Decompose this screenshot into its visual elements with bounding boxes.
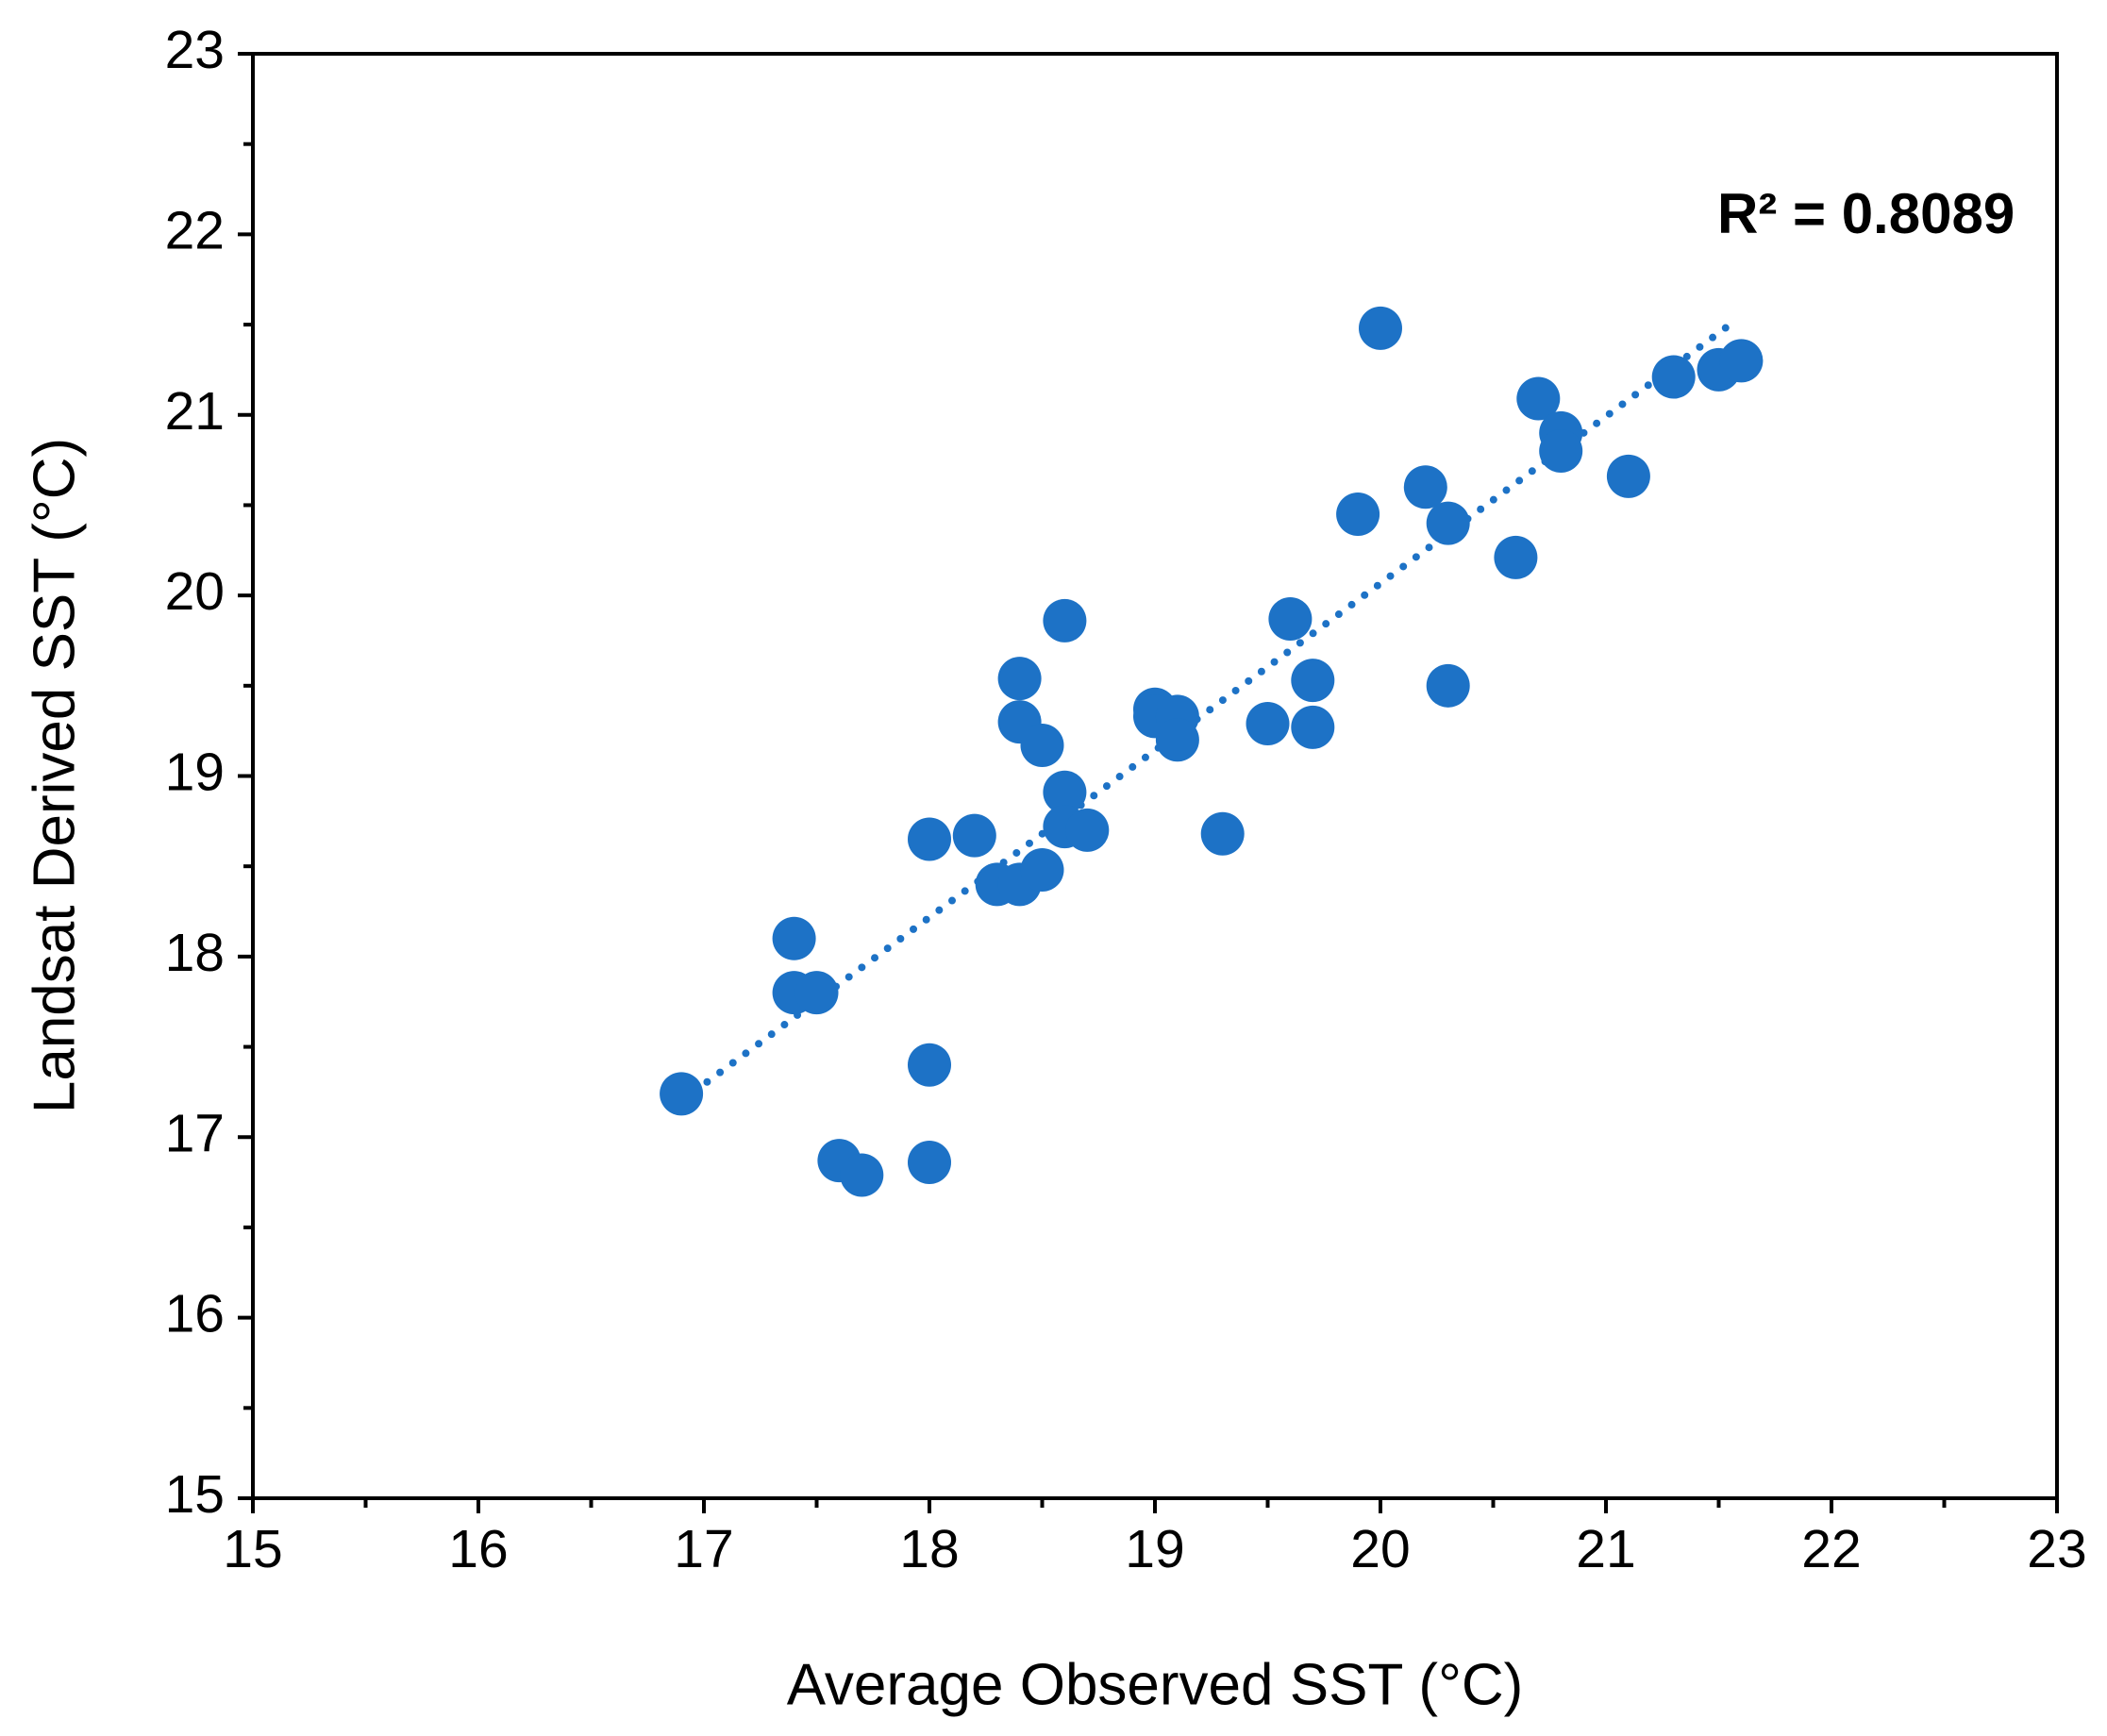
x-tick-label: 18	[899, 1519, 959, 1579]
data-point	[1336, 492, 1380, 537]
data-point	[908, 1043, 951, 1087]
data-point	[1516, 376, 1561, 421]
data-point	[908, 1141, 951, 1185]
y-tick-label: 21	[165, 381, 225, 442]
data-point	[1426, 501, 1470, 545]
data-point	[1426, 663, 1470, 708]
data-point	[840, 1153, 884, 1197]
data-point	[1065, 808, 1110, 852]
data-point	[772, 916, 816, 960]
data-point	[1359, 306, 1402, 350]
y-tick-label: 17	[165, 1103, 225, 1163]
r-squared-annotation: R² = 0.8089	[1717, 182, 2015, 245]
x-tick-label: 21	[1576, 1519, 1635, 1579]
x-tick-label: 20	[1350, 1519, 1410, 1579]
data-point	[1268, 597, 1313, 642]
data-point	[1043, 598, 1087, 643]
y-tick-label: 19	[165, 743, 225, 803]
data-point	[1719, 339, 1764, 383]
x-tick-label: 16	[448, 1519, 508, 1579]
data-point	[1043, 770, 1087, 814]
x-tick-label: 15	[223, 1519, 282, 1579]
data-point	[1403, 465, 1447, 509]
plot-frame	[251, 52, 2059, 1500]
x-axis-title: Average Observed SST (°C)	[787, 1652, 1524, 1717]
y-tick-label: 20	[165, 561, 225, 622]
data-point	[908, 817, 951, 861]
y-axis-title: Landsat Derived SST (°C)	[22, 438, 87, 1113]
y-tick-label: 18	[165, 923, 225, 983]
x-tick-label: 23	[2027, 1519, 2086, 1579]
data-point	[1020, 723, 1064, 767]
data-point	[1155, 718, 1199, 762]
data-point	[1291, 659, 1335, 703]
data-point	[1246, 702, 1290, 746]
data-point	[1651, 355, 1696, 399]
data-point	[1020, 848, 1064, 893]
data-point	[952, 813, 996, 858]
data-point	[660, 1072, 704, 1116]
data-point	[1291, 705, 1335, 749]
x-tick-label: 17	[674, 1519, 733, 1579]
data-point	[1606, 454, 1650, 498]
data-point	[1494, 535, 1538, 579]
y-tick-label: 22	[165, 200, 225, 260]
x-tick-label: 22	[1801, 1519, 1861, 1579]
data-point	[1200, 811, 1245, 856]
data-point	[1539, 429, 1583, 474]
y-tick-label: 15	[165, 1464, 225, 1525]
x-tick-label: 19	[1125, 1519, 1184, 1579]
data-point	[997, 657, 1042, 701]
y-tick-label: 23	[165, 20, 225, 80]
data-point	[794, 971, 839, 1015]
y-tick-label: 16	[165, 1284, 225, 1344]
